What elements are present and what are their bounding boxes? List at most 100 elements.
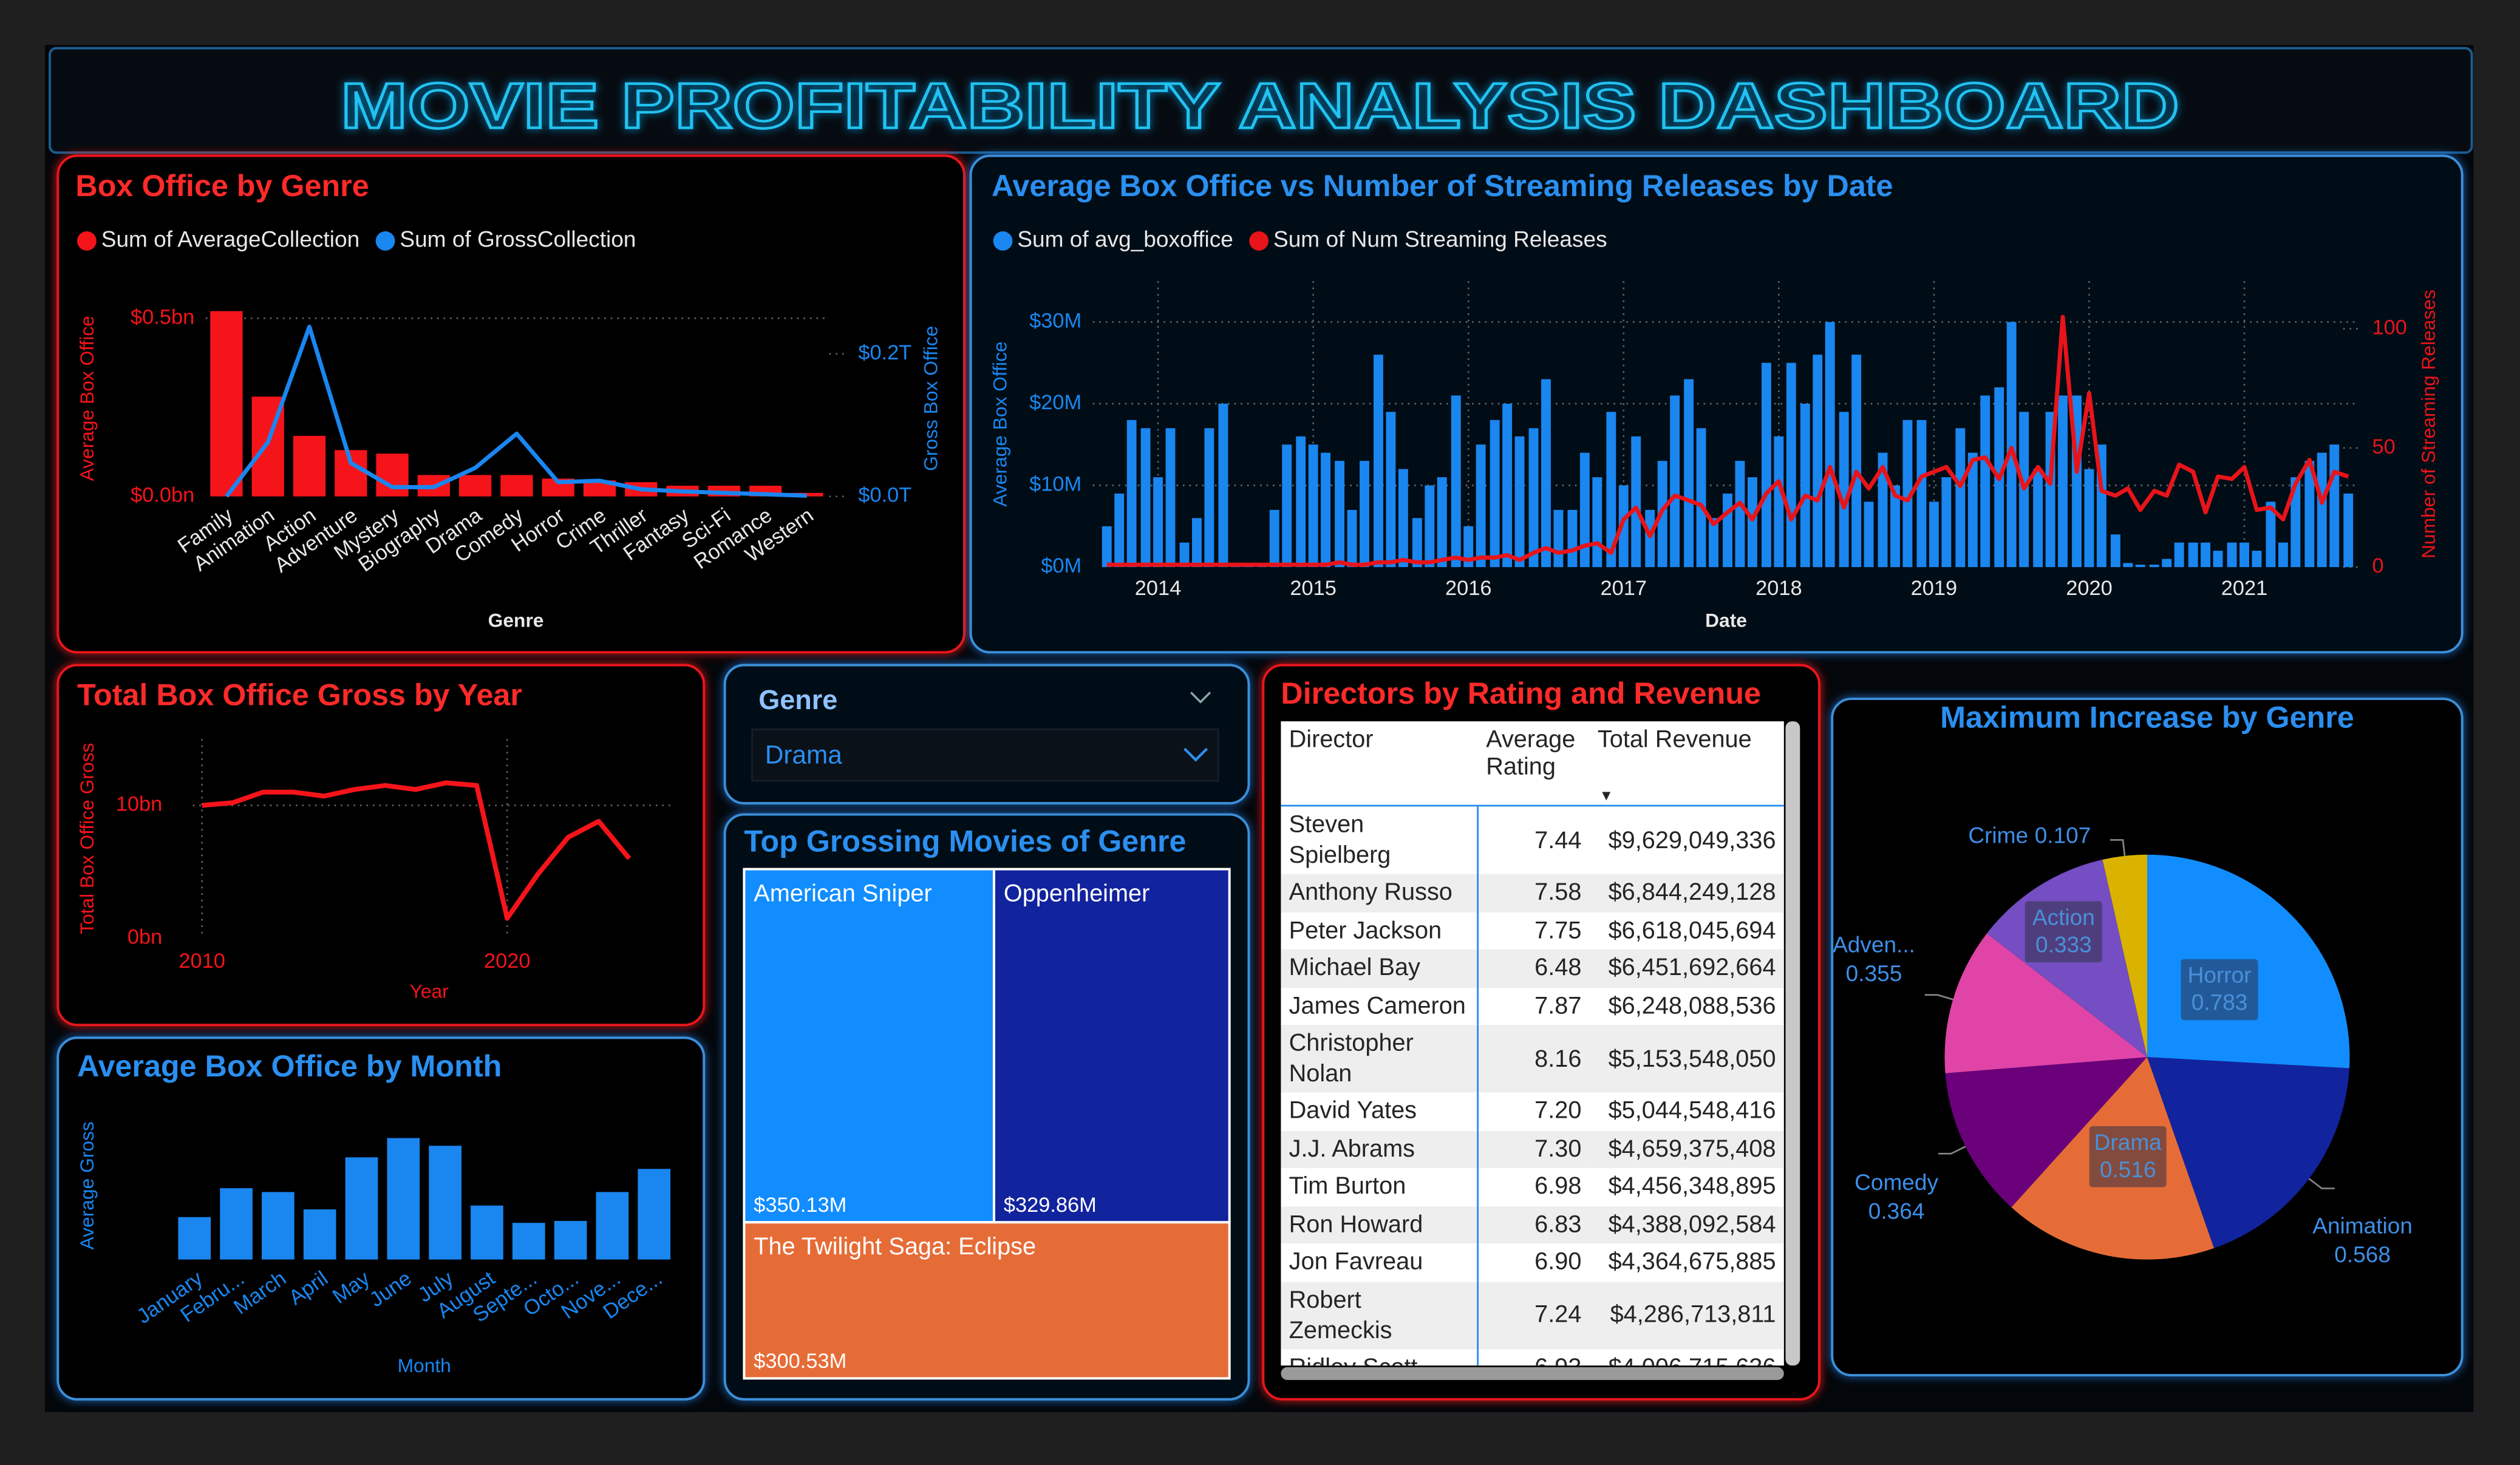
table-cell: 7.58: [1477, 874, 1590, 912]
bar: [1786, 362, 1796, 568]
chart-title: Maximum Increase by Genre: [1940, 700, 2354, 735]
header-row: Director Average Rating Total Revenue ▼: [1281, 721, 1784, 807]
directors-table: Director Average Rating Total Revenue ▼ Stev…: [1281, 721, 1784, 1366]
bar: [210, 311, 243, 497]
bar: [471, 1205, 503, 1260]
bar: [262, 1192, 295, 1260]
vertical-scrollbar[interactable]: [1785, 721, 1800, 1366]
bar: [1153, 477, 1163, 568]
slice-value: 0.568: [2334, 1242, 2391, 1267]
tile-label: The Twilight Saga: Eclipse: [754, 1233, 1036, 1260]
table-row: Ridley Scott6.93$4,006,715,636: [1281, 1348, 1783, 1366]
x-tick-label: 2015: [1290, 577, 1337, 600]
bar: [1592, 477, 1602, 568]
bar: [1723, 493, 1732, 568]
bar: [1839, 412, 1849, 568]
bar: [1398, 469, 1408, 568]
table-cell: Steven Spielberg: [1281, 806, 1479, 874]
table-cell: 8.16: [1477, 1025, 1590, 1093]
bar: [2343, 493, 2354, 568]
table-cell: $4,659,375,408: [1589, 1130, 1784, 1168]
slice-label: Drama: [2094, 1129, 2162, 1155]
bar: [376, 454, 409, 497]
bar: [293, 435, 326, 497]
table-title: Directors by Rating and Revenue: [1281, 676, 1761, 710]
table-cell: 6.48: [1477, 949, 1590, 988]
bar: [1114, 493, 1125, 568]
bar: [178, 1217, 211, 1260]
bar: [1696, 428, 1706, 568]
table-cell: $4,286,713,811: [1589, 1281, 1784, 1349]
slicer-collapse-icon[interactable]: [1190, 692, 1211, 704]
table-cell: $5,153,548,050: [1589, 1025, 1784, 1093]
y-tick-label: 0bn: [128, 925, 162, 948]
table-cell: J.J. Abrams: [1281, 1130, 1479, 1168]
table-cell: James Cameron: [1281, 987, 1479, 1025]
x-axis-title: Genre: [488, 609, 544, 631]
leader-line: [2308, 1178, 2335, 1189]
y2-axis-title: Gross Box Office: [919, 326, 941, 471]
slicer-dropdown[interactable]: [751, 728, 1219, 782]
dropdown-chevron[interactable]: [1183, 747, 1208, 762]
bar: [500, 475, 533, 497]
y-tick-label: $0.5bn: [131, 305, 194, 328]
bar: [1670, 395, 1680, 568]
header-box: [49, 47, 2473, 154]
bar: [2006, 322, 2017, 568]
bar: [1192, 518, 1202, 568]
bar: [458, 475, 492, 497]
bar: [1618, 485, 1629, 568]
legend-label: Sum of GrossCollection: [400, 226, 636, 252]
sort-indicator[interactable]: ▼: [1599, 787, 1614, 804]
bar: [1579, 452, 1590, 568]
y2-tick-label: 50: [2372, 435, 2396, 458]
y-axis-title: Average Box Office: [76, 316, 98, 481]
panel: [56, 664, 706, 1027]
table-cell: 6.93: [1478, 1348, 1590, 1365]
x-axis-title: Month: [398, 1355, 451, 1376]
table-cell: $6,248,088,536: [1608, 992, 1776, 1020]
slice-value: 0.333: [2035, 931, 2092, 957]
horizontal-scrollbar[interactable]: [1281, 1367, 1784, 1380]
bar: [2033, 469, 2043, 568]
y-tick-label: $30M: [1029, 309, 1081, 332]
x-tick-label: 2016: [1445, 577, 1492, 600]
bar: [1321, 452, 1331, 568]
legend-label: Sum of avg_boxoffice: [1017, 226, 1233, 252]
tile-label: Oppenheimer: [1004, 880, 1150, 906]
bar: [1684, 379, 1694, 568]
x-tick-label: 2021: [2221, 577, 2268, 600]
bar: [512, 1223, 545, 1260]
bar: [1735, 461, 1745, 568]
bar: [1528, 428, 1539, 568]
x-tick-label: 2017: [1601, 577, 1647, 600]
table-row: Michael Bay 6.48 $6,451,692,664: [1281, 949, 1784, 988]
bar: [2329, 444, 2340, 568]
tile-value: $350.13M: [754, 1194, 846, 1217]
bar: [1335, 461, 1345, 568]
bar: [1916, 420, 1927, 568]
bar: [1165, 428, 1176, 568]
table-cell: $6,618,045,694: [1608, 917, 1776, 945]
line-series: [202, 780, 632, 921]
bar: [1774, 436, 1784, 568]
dashboard-title: MOVIE PROFITABILITY ANALYSIS DASHBOARD: [341, 70, 2179, 142]
bar: [1102, 526, 1112, 568]
table-cell: 7.75: [1534, 917, 1582, 945]
slicer-selected[interactable]: Drama: [765, 740, 842, 769]
treemap-tile: [743, 868, 995, 1224]
leader-line: [2110, 839, 2126, 856]
tile-value: $329.86M: [1004, 1194, 1097, 1217]
bar: [1747, 477, 1757, 568]
table-head: Director Average Rating Total Revenue ▼: [1281, 721, 1784, 807]
table-cell: 7.30: [1477, 1130, 1590, 1168]
slice-value: 0.364: [1868, 1198, 1925, 1224]
legend-label: Sum of AverageCollection: [101, 226, 359, 252]
table-cell: $4,364,675,885: [1608, 1248, 1776, 1276]
bar: [2149, 565, 2159, 568]
bar: [2213, 551, 2223, 568]
y-axis-title: Total Box Office Gross: [76, 743, 98, 934]
table-row: James Cameron 7.87 $6,248,088,536: [1281, 987, 1783, 1025]
bar: [2110, 534, 2120, 568]
table-cell: David Yates: [1281, 1092, 1479, 1130]
